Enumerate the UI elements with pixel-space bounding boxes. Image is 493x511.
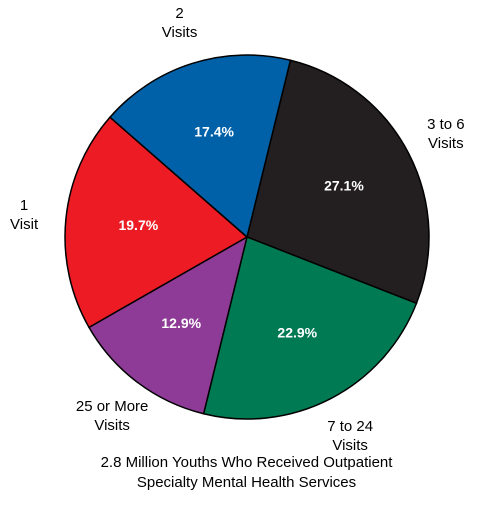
slice-value-label: 27.1% [324,177,364,193]
slice-value-label: 12.9% [161,315,201,331]
pie-slice [87,235,249,415]
slice-category-label: 3 to 6 Visits [427,115,465,152]
slice-category-label: 1 Visit [10,196,39,233]
pie-slice [108,54,292,239]
slice-value-label: 22.9% [277,325,317,341]
pie-slice [64,116,249,329]
slice-value-label: 19.7% [118,217,158,233]
pie-slice [202,235,418,420]
pie-slice [246,59,430,305]
slice-category-label: 25 or More Visits [75,397,149,434]
slice-category-label: 2 Visits [161,5,198,42]
slice-category-label: 7 to 24 Visits [327,417,374,454]
chart-title: 2.8 Million Youths Who Received Outpatie… [100,454,393,491]
slice-value-label: 17.4% [194,124,234,140]
